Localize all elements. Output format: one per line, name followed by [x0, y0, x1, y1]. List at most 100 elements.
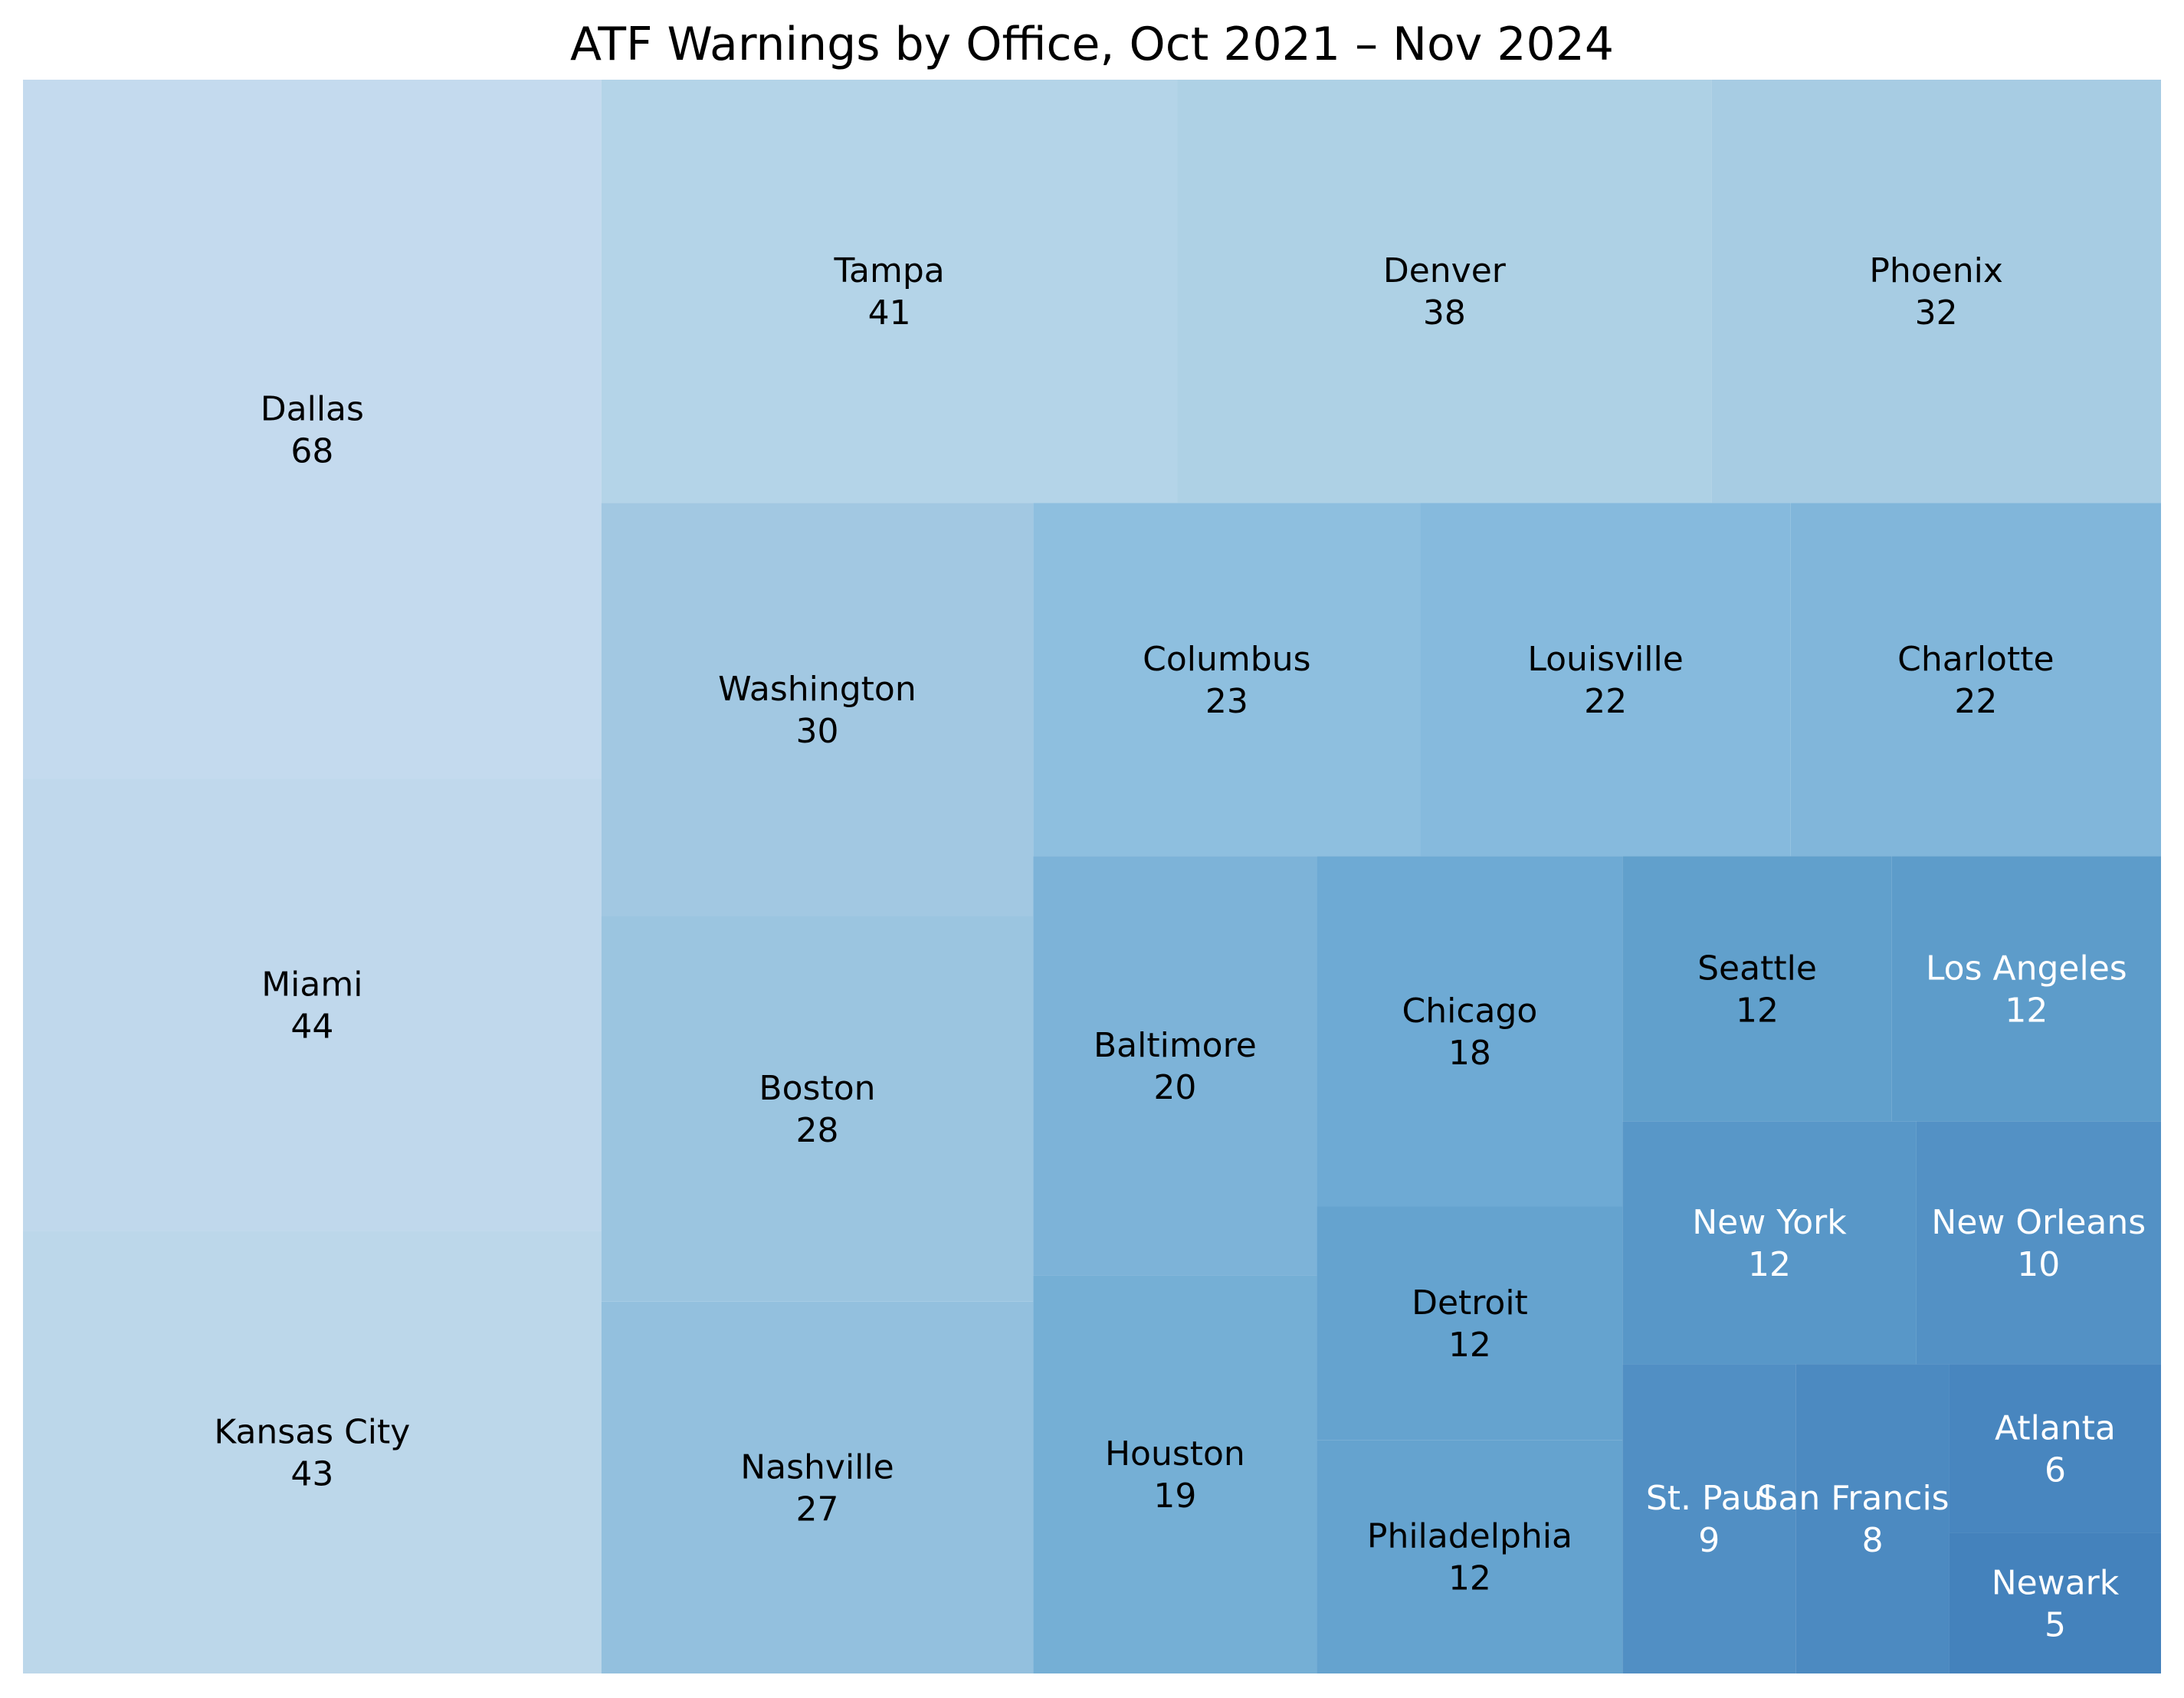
treemap-rect-new-orleans	[1916, 1121, 2161, 1365]
treemap-value-atlanta: 6	[2045, 1451, 2066, 1490]
treemap-rect-denver	[1177, 80, 1712, 503]
treemap-rect-washington	[601, 503, 1034, 916]
treemap-value-chicago: 18	[1448, 1034, 1491, 1073]
treemap-label-baltimore: Baltimore	[1094, 1026, 1257, 1065]
treemap-rect-newark	[1949, 1532, 2161, 1673]
treemap-value-philadelphia: 12	[1448, 1559, 1491, 1598]
treemap-value-baltimore: 20	[1153, 1068, 1196, 1107]
treemap-rect-dallas	[23, 80, 602, 779]
treemap-value-seattle: 12	[1736, 991, 1779, 1030]
treemap-rect-st-paul	[1622, 1364, 1796, 1673]
treemap-label-washington: Washington	[718, 670, 917, 709]
treemap-rect-baltimore	[1033, 856, 1317, 1276]
treemap-label-new-orleans: New Orleans	[1931, 1203, 2146, 1242]
treemap-value-boston: 28	[795, 1111, 838, 1150]
treemap-label-philadelphia: Philadelphia	[1367, 1517, 1572, 1556]
treemap-label-newark: Newark	[1992, 1563, 2120, 1602]
treemap-rect-detroit	[1317, 1206, 1623, 1441]
treemap-rect-new-york	[1622, 1121, 1917, 1365]
treemap-value-newark: 5	[2045, 1605, 2066, 1644]
treemap-label-seattle: Seattle	[1697, 949, 1817, 988]
treemap-rect-houston	[1033, 1275, 1317, 1673]
treemap-value-detroit: 12	[1448, 1326, 1491, 1365]
treemap-value-nashville: 27	[795, 1490, 838, 1529]
treemap-value-los-angeles: 12	[2005, 991, 2048, 1030]
treemap-value-st-paul: 9	[1698, 1521, 1720, 1560]
treemap-rect-philadelphia	[1317, 1440, 1623, 1673]
treemap-label-atlanta: Atlanta	[1995, 1408, 2116, 1447]
treemap-value-columbus: 23	[1205, 682, 1248, 721]
treemap-label-tampa: Tampa	[833, 251, 944, 290]
treemap-rect-louisville	[1420, 503, 1791, 857]
treemap-value-new-orleans: 10	[2017, 1245, 2060, 1284]
treemap-label-houston: Houston	[1105, 1434, 1245, 1473]
treemap-rect-phoenix	[1711, 80, 2161, 503]
treemap-rect-chicago	[1317, 856, 1623, 1207]
treemap-label-charlotte: Charlotte	[1897, 640, 2054, 679]
treemap-value-dallas: 68	[290, 431, 333, 470]
treemap-value-san-francisco: 8	[1862, 1521, 1884, 1560]
treemap-value-houston: 19	[1153, 1477, 1196, 1516]
treemap-value-phoenix: 32	[1915, 293, 1958, 333]
treemap-label-miami: Miami	[261, 965, 362, 1005]
treemap-label-boston: Boston	[759, 1069, 875, 1108]
treemap-label-nashville: Nashville	[740, 1447, 894, 1487]
treemap-rect-kansas-city	[23, 1231, 602, 1673]
treemap-value-miami: 44	[290, 1008, 333, 1047]
treemap-label-louisville: Louisville	[1527, 640, 1683, 679]
chart-title: ATF Warnings by Office, Oct 2021 – Nov 2…	[569, 18, 1615, 71]
treemap-tile-houston: Houston 19	[1033, 1275, 1317, 1673]
treemap-label-phoenix: Phoenix	[1869, 251, 2003, 290]
treemap-rect-miami	[23, 779, 602, 1231]
treemap-rect-tampa	[601, 80, 1178, 503]
treemap-value-louisville: 22	[1584, 682, 1627, 721]
treemap-label-dallas: Dallas	[261, 389, 364, 428]
treemap-label-denver: Denver	[1383, 251, 1507, 290]
treemap-rect-charlotte	[1790, 503, 2161, 857]
treemap-value-tampa: 41	[868, 293, 911, 333]
treemap-label-new-york: New York	[1692, 1203, 1847, 1242]
treemap-label-chicago: Chicago	[1402, 992, 1538, 1031]
treemap-rect-columbus	[1033, 503, 1421, 857]
treemap-label-columbus: Columbus	[1143, 640, 1310, 679]
treemap-value-kansas-city: 43	[290, 1454, 333, 1493]
treemap-value-denver: 38	[1423, 293, 1466, 333]
treemap-tile-atlanta: Atlanta 6	[1949, 1364, 2161, 1533]
treemap-label-st-paul: St. Paul	[1646, 1479, 1772, 1518]
treemap-label-detroit: Detroit	[1412, 1283, 1528, 1323]
treemap-rect-seattle	[1622, 856, 1892, 1122]
treemap-label-kansas-city: Kansas City	[214, 1412, 410, 1451]
treemap-rect-los-angeles	[1891, 856, 2161, 1122]
treemap-rect-boston	[601, 916, 1034, 1302]
treemap-rect-nashville	[601, 1301, 1034, 1673]
treemap-value-washington: 30	[795, 712, 838, 751]
treemap-rect-san-francisco	[1795, 1364, 1950, 1673]
treemap-label-los-angeles: Los Angeles	[1926, 949, 2127, 988]
treemap-rect-atlanta	[1949, 1364, 2161, 1533]
treemap-value-new-york: 12	[1748, 1245, 1791, 1284]
treemap-value-charlotte: 22	[1954, 682, 1997, 721]
